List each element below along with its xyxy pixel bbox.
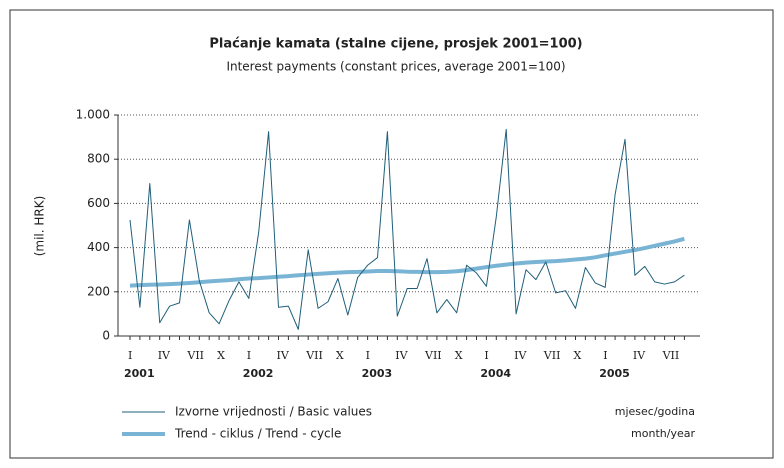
series-line xyxy=(129,236,685,288)
x-tick-label: IV xyxy=(158,349,171,362)
chart-subtitle: Interest payments (constant prices, aver… xyxy=(226,60,565,74)
x-tick-label: X xyxy=(336,349,344,362)
x-tick-label: VII xyxy=(424,349,442,362)
year-label: 2002 xyxy=(243,367,274,380)
legend-label: Trend - ciklus / Trend - cycle xyxy=(174,427,341,441)
x-tick-label: X xyxy=(574,349,582,362)
y-tick-label: 0 xyxy=(102,329,110,343)
x-tick-label: VII xyxy=(662,349,680,362)
x-tick-label: I xyxy=(366,349,370,362)
series-line xyxy=(129,128,685,330)
x-tick-label: IV xyxy=(633,349,646,362)
x-tick-label: I xyxy=(484,349,488,362)
y-tick-label: 1.000 xyxy=(76,108,110,122)
frame xyxy=(9,9,774,459)
y-tick-label: 600 xyxy=(87,196,110,210)
x-tick-label: I xyxy=(603,349,607,362)
y-axis-label: (mil. HRK) xyxy=(33,196,47,257)
x-tick-label: X xyxy=(217,349,225,362)
x-tick-label: VII xyxy=(543,349,561,362)
y-tick-label: 200 xyxy=(87,284,110,298)
legend-label: Izvorne vrijednosti / Basic values xyxy=(175,405,372,419)
y-tick-label: 400 xyxy=(87,240,110,254)
year-label: 2001 xyxy=(124,367,155,380)
x-tick-label: IV xyxy=(277,349,290,362)
x-tick-label: I xyxy=(128,349,132,362)
year-label: 2004 xyxy=(480,367,511,380)
x-tick-label: VII xyxy=(186,349,204,362)
x-tick-label: IV xyxy=(395,349,408,362)
y-tick-label: 800 xyxy=(87,152,110,166)
year-label: 2005 xyxy=(599,367,630,380)
x-axis-label: month/year xyxy=(631,427,695,440)
chart-title: Plaćanje kamata (stalne cijene, prosjek … xyxy=(209,37,582,52)
x-tick-label: X xyxy=(455,349,463,362)
x-tick-label: VII xyxy=(305,349,323,362)
x-tick-label: IV xyxy=(514,349,527,362)
x-axis-label: mjesec/godina xyxy=(615,405,695,418)
x-tick-label: I xyxy=(247,349,251,362)
year-label: 2003 xyxy=(362,367,393,380)
